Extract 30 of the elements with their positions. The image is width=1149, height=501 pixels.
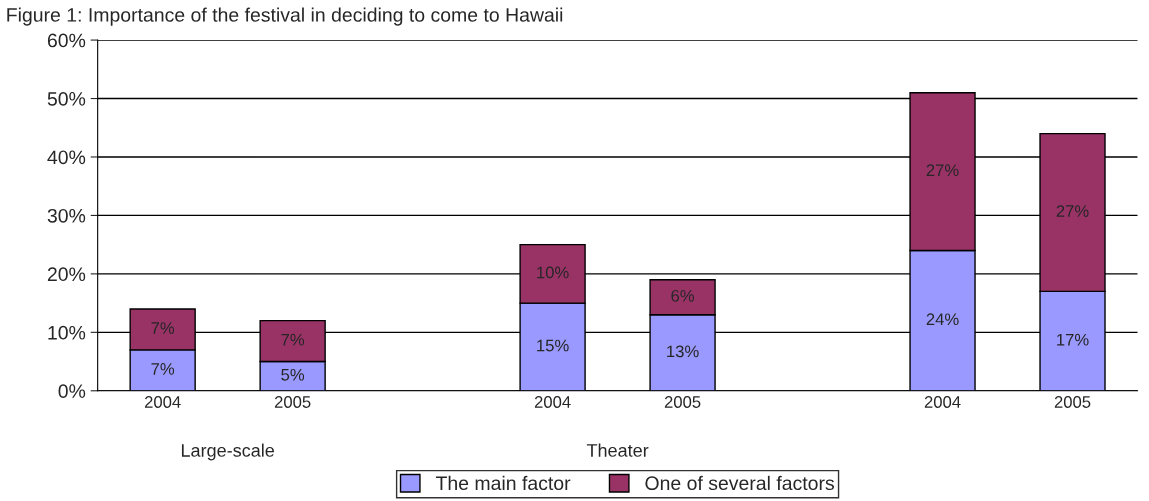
data-label: 7% [281, 333, 305, 346]
data-label: 6% [671, 289, 695, 302]
data-label: 15% [537, 339, 569, 352]
y-tick-label: 50% [47, 92, 86, 106]
y-tick-label: 0% [58, 384, 86, 399]
x-tick-label: 2005 [274, 396, 311, 408]
data-label: 24% [926, 313, 959, 326]
x-tick-label: 2004 [144, 396, 181, 408]
x-tick-label: 2005 [1054, 396, 1091, 408]
y-tick-label: 20% [47, 267, 86, 282]
data-label: 10% [537, 266, 569, 279]
y-tick-label: 10% [48, 325, 86, 340]
data-label: 27% [926, 164, 959, 176]
text: Large-scale [181, 443, 275, 461]
x-tick-label: 2004 [924, 396, 961, 408]
y-tick-label: 60% [47, 33, 86, 48]
chart-title: Figure 1: Importance of the festival in deciding to come to Hawaii [7, 7, 563, 26]
data-label: 7% [151, 363, 175, 375]
x-tick-label: 2005 [664, 396, 701, 408]
data-label: 17% [1057, 333, 1089, 346]
data-label: 7% [151, 322, 175, 334]
text: Theater [586, 443, 649, 457]
data-label: 13% [667, 345, 699, 358]
data-label: 5% [281, 368, 305, 381]
legend-label: The main factor [435, 475, 571, 491]
legend-label: One of several factors [645, 475, 834, 491]
y-tick-label: 40% [47, 150, 86, 165]
x-tick-label: 2004 [534, 396, 571, 408]
data-label: 27% [1056, 205, 1089, 217]
y-tick-label: 30% [47, 208, 86, 223]
